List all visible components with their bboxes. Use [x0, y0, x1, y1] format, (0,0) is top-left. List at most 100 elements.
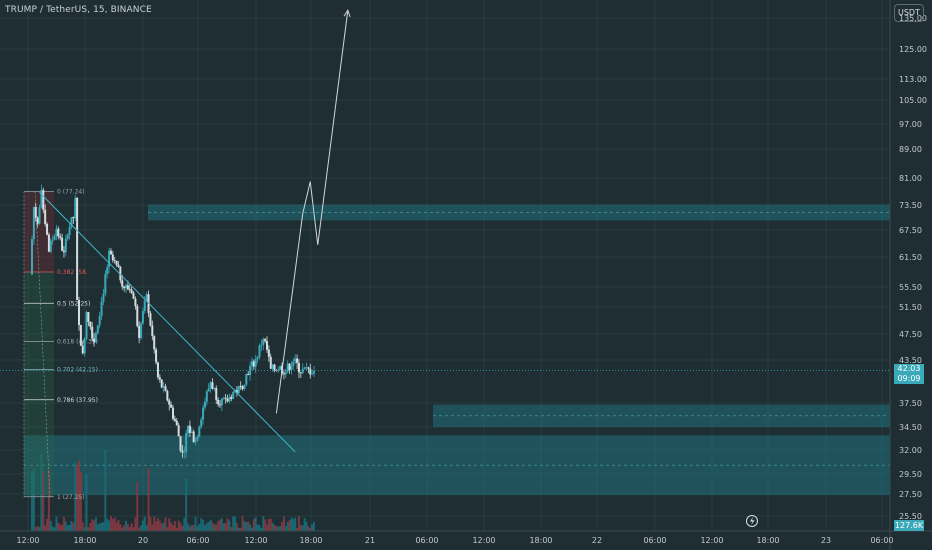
volume-bar	[91, 519, 94, 531]
volume-bar	[102, 522, 105, 531]
candle-body	[185, 432, 188, 452]
volume-bar	[44, 525, 47, 531]
candle-body	[89, 321, 92, 327]
volume-bar	[128, 526, 131, 531]
volume-bar	[297, 516, 300, 531]
candle-body	[72, 217, 75, 219]
candle-body	[209, 382, 212, 389]
time-tick-label: 12:00	[472, 536, 495, 545]
candle-body	[155, 349, 158, 363]
volume-bar	[72, 522, 75, 531]
volume-bar	[108, 520, 111, 531]
time-tick-label: 12:00	[244, 536, 267, 545]
candle-body	[181, 450, 184, 453]
symbol-title[interactable]: TRUMP / TetherUS, 15, BINANCE	[5, 5, 152, 15]
projection-arrowhead	[343, 9, 351, 18]
time-tick-label: 18:00	[529, 536, 552, 545]
volume-bar	[192, 524, 195, 531]
candle-body	[277, 369, 280, 371]
candle-body	[264, 339, 267, 342]
candle-body	[156, 362, 159, 378]
candle-body	[266, 341, 268, 350]
candle-body	[311, 373, 314, 375]
volume-bar	[145, 525, 148, 531]
candle-body	[301, 368, 304, 374]
currency-button[interactable]: USDT	[894, 4, 924, 22]
candle-body	[198, 426, 201, 437]
time-tick-label: 06:00	[870, 536, 893, 545]
volume-bar	[232, 516, 235, 531]
volume-bar	[288, 520, 291, 531]
volume-bar	[262, 516, 265, 531]
candle-body	[64, 238, 67, 253]
volume-tag: 127.6K	[894, 520, 924, 531]
price-tick-label: 25.50	[899, 512, 922, 521]
candle-body	[200, 419, 203, 427]
volume-bar	[70, 520, 73, 531]
fib-level-label: 0.382 (58.	[57, 269, 88, 276]
lightning-icon[interactable]	[746, 515, 758, 527]
volume-bar	[31, 471, 33, 531]
volume-bar	[147, 468, 150, 531]
candle-body	[239, 386, 242, 387]
candle-body	[109, 250, 112, 255]
candle-body	[303, 367, 306, 369]
volume-bar	[303, 517, 306, 531]
time-axis[interactable]: 12:00 18:00 20 06:00 12:00 18:00 21 06:00 12:00 1…	[16, 536, 893, 545]
price-axis[interactable]: 135.00 125.00 113.00 105.00 97.00 89.00 81.00 7…	[899, 14, 927, 521]
candle-body	[153, 335, 156, 350]
price-tick-label: 97.00	[899, 120, 922, 129]
drawings[interactable]	[0, 9, 890, 453]
price-tick-label: 27.50	[899, 490, 922, 499]
candle-body	[166, 390, 169, 401]
candle-body	[102, 293, 105, 302]
volume-bar	[156, 518, 159, 531]
candle-body	[220, 398, 223, 406]
candle-body	[106, 267, 109, 275]
candle-body	[296, 358, 299, 363]
volume-bar	[153, 516, 156, 531]
candle-body	[194, 440, 197, 443]
candle-body	[111, 254, 114, 261]
volume-bar	[170, 522, 173, 531]
volume-bar	[115, 522, 118, 531]
volume-bar	[235, 523, 238, 531]
volume-bar	[258, 525, 261, 531]
price-tick-label: 89.00	[899, 145, 922, 154]
candle-body	[128, 289, 131, 291]
volume-bar	[109, 516, 112, 531]
candle-body	[158, 377, 161, 380]
candle-body	[313, 371, 315, 374]
candle-body	[98, 316, 101, 326]
zone-resistance[interactable]	[148, 204, 890, 221]
fibonacci-retracement[interactable]: 0 (77.24) 0.382 (58. 0.5 (52.25) 0.618 (46.…	[23, 189, 98, 501]
volume-bar	[134, 517, 137, 531]
volume-bar	[228, 520, 231, 531]
volume-bar	[207, 522, 210, 531]
time-tick-label: 06:00	[643, 536, 666, 545]
candle-body	[140, 323, 143, 339]
price-tick-label: 37.50	[899, 399, 922, 408]
volume-bar	[305, 521, 308, 531]
volume-bar	[220, 518, 223, 531]
candle-body	[53, 236, 56, 241]
candle-body	[299, 372, 302, 374]
volume-bar	[140, 525, 143, 531]
candle-body	[68, 226, 71, 236]
candle-body	[62, 250, 65, 253]
volume-bar	[177, 520, 180, 531]
candle-body	[190, 431, 193, 434]
fib-level-label: 0 (77.24)	[57, 189, 85, 196]
volume-bar	[299, 524, 302, 531]
fib-level-label: 0.5 (52.25)	[57, 300, 90, 307]
volume-bar	[277, 526, 280, 531]
volume-bar	[158, 520, 161, 531]
volume-bar	[36, 526, 39, 531]
volume-bar	[113, 517, 116, 531]
candle-body	[309, 368, 312, 375]
candle-body	[260, 344, 263, 346]
candle-body	[57, 228, 60, 237]
volume-bar	[181, 525, 184, 531]
